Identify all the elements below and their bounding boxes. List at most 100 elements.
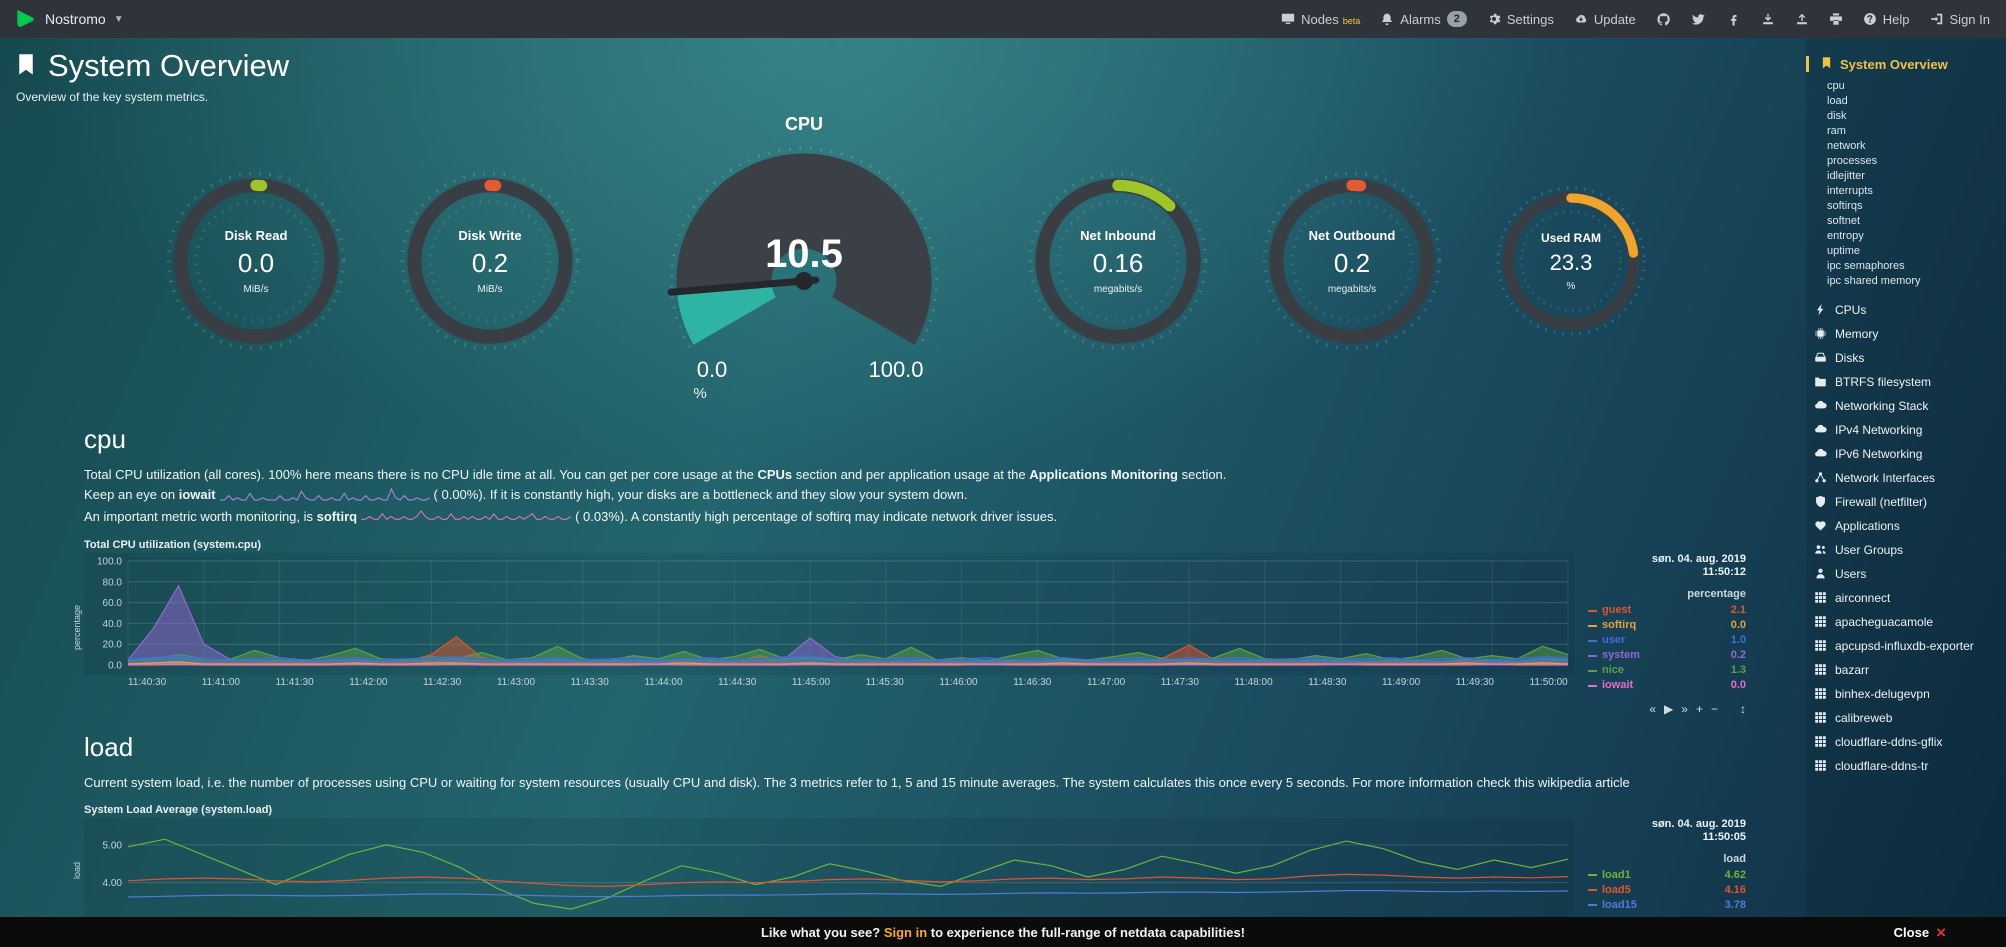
facebook-icon xyxy=(1726,12,1741,27)
gauge-value: 0.2 xyxy=(1333,247,1371,278)
sidebar-subitem[interactable]: ipc shared memory xyxy=(1827,275,1921,287)
legend-swatch xyxy=(1588,684,1597,687)
legend-item[interactable]: nice 1.3 xyxy=(1588,663,1746,678)
nodes-button[interactable]: Nodes beta xyxy=(1281,12,1360,27)
legend-item[interactable]: softirq 0.0 xyxy=(1588,618,1746,633)
gauge-net-inbound[interactable]: Net Inbound 0.16 megabits/s xyxy=(1028,171,1208,351)
sidebar-item[interactable]: apcupsd-influxdb-exporter xyxy=(1814,635,2000,659)
zoom-in-icon[interactable]: + xyxy=(1695,702,1703,717)
sidebar-item[interactable]: bazarr xyxy=(1814,659,2000,683)
x-tick-label: 11:45:30 xyxy=(865,677,904,689)
legend-name: load15 xyxy=(1602,898,1637,911)
sidebar-item[interactable]: Network Interfaces xyxy=(1814,467,2000,491)
sidebar-subitem[interactable]: interrupts xyxy=(1827,185,1873,197)
sidebar-item[interactable]: Firewall (netfilter) xyxy=(1814,491,2000,515)
sidebar-subitem[interactable]: softnet xyxy=(1827,215,1861,227)
cpu-chart-plot[interactable]: 100.0 80.0 60.0 40.0 20.0 0.0 xyxy=(84,553,1574,676)
signin-link[interactable]: Sign in xyxy=(883,924,928,940)
sidebar-subitem[interactable]: load xyxy=(1827,95,1848,107)
zoom-out-icon[interactable]: − xyxy=(1710,702,1718,717)
grid-icon xyxy=(1814,591,1828,608)
cpu-description-1: Total CPU utilization (all cores). 100% … xyxy=(84,467,1227,482)
sidebar-item[interactable]: Memory xyxy=(1814,323,2000,347)
x-tick-label: 11:47:30 xyxy=(1160,677,1199,689)
sidebar-subitem[interactable]: network xyxy=(1827,140,1866,152)
help-button[interactable]: Help xyxy=(1863,12,1910,27)
sidebar-item[interactable]: IPv4 Networking xyxy=(1814,419,2000,443)
play-icon[interactable]: ▶ xyxy=(1664,702,1674,717)
sidebar-subitem[interactable]: softirqs xyxy=(1827,200,1863,212)
sidebar-item[interactable]: binhex-delugevpn xyxy=(1814,683,2000,707)
main-content: System Overview Overview of the key syst… xyxy=(0,38,1806,947)
gauge-cpu[interactable]: CPU 10.5 0.0 100.0 % xyxy=(634,114,974,408)
legend-item[interactable]: system 0.2 xyxy=(1588,648,1746,663)
sidebar-subitem[interactable]: disk xyxy=(1827,110,1847,122)
sidebar-item[interactable]: BTRFS filesystem xyxy=(1814,371,2000,395)
sidebar-item-label: binhex-delugevpn xyxy=(1835,686,1930,701)
legend-item[interactable]: user 1.0 xyxy=(1588,633,1746,648)
settings-button[interactable]: Settings xyxy=(1487,12,1554,27)
sidebar-item[interactable]: Disks xyxy=(1814,347,2000,371)
legend-swatch xyxy=(1588,669,1597,672)
sidebar-item[interactable]: Applications xyxy=(1814,515,2000,539)
sidebar-subitem[interactable]: ram xyxy=(1827,125,1846,137)
alarms-button[interactable]: Alarms 2 xyxy=(1380,11,1467,27)
sidebar-subitem[interactable]: uptime xyxy=(1827,245,1861,257)
legend-item[interactable]: guest 2.1 xyxy=(1588,603,1746,618)
sidebar-item[interactable]: CPUs xyxy=(1814,299,2000,323)
sidebar-item-system-overview[interactable]: System Overview xyxy=(1806,56,2000,72)
gauges-row: Disk Read 0.0 MiB/s Disk Write 0.2 MiB/s… xyxy=(14,114,1798,408)
sidebar-item[interactable]: cloudflare-ddns-gflix xyxy=(1814,731,2000,755)
sidebar-subitem[interactable]: processes xyxy=(1827,155,1878,167)
svg-text:60.0: 60.0 xyxy=(103,599,123,610)
legend-units-header: percentage xyxy=(1687,588,1746,601)
shield-icon xyxy=(1814,495,1828,512)
legend-value: 0.0 xyxy=(1730,679,1746,692)
sidebar-item[interactable]: apacheguacamole xyxy=(1814,611,2000,635)
cloud-download-icon xyxy=(1574,12,1588,26)
sidebar-item[interactable]: airconnect xyxy=(1814,587,2000,611)
import-button[interactable] xyxy=(1761,12,1775,26)
gauge-units: megabits/s xyxy=(1093,283,1143,295)
sidebar-item[interactable]: User Groups xyxy=(1814,539,2000,563)
sidebar-item-label: apcupsd-influxdb-exporter xyxy=(1835,638,1974,653)
sidebar-subitem[interactable]: entropy xyxy=(1827,230,1864,242)
sidebar-subitem[interactable]: ipc semaphores xyxy=(1827,260,1905,272)
update-button[interactable]: Update xyxy=(1574,12,1636,27)
sidebar-item[interactable]: Networking Stack xyxy=(1814,395,2000,419)
heart-icon xyxy=(1814,519,1828,536)
legend-item[interactable]: iowait 0.0 xyxy=(1588,678,1746,693)
facebook-button[interactable] xyxy=(1726,12,1741,27)
gauge-disk-read[interactable]: Disk Read 0.0 MiB/s xyxy=(166,171,346,351)
gauge-title: Disk Write xyxy=(458,227,522,243)
gauge-net-outbound[interactable]: Net Outbound 0.2 megabits/s xyxy=(1262,171,1442,351)
sidebar-item-label: IPv4 Networking xyxy=(1835,422,1923,437)
pan-forward-icon[interactable]: » xyxy=(1681,702,1688,717)
export-button[interactable] xyxy=(1795,12,1809,26)
print-button[interactable] xyxy=(1829,12,1843,26)
legend-item[interactable]: load1 4.62 xyxy=(1588,868,1746,883)
gauge-disk-write[interactable]: Disk Write 0.2 MiB/s xyxy=(400,171,580,351)
twitter-button[interactable] xyxy=(1691,12,1706,27)
sidebar-item[interactable]: Users xyxy=(1814,563,2000,587)
legend-swatch xyxy=(1588,904,1597,907)
x-tick-label: 11:44:00 xyxy=(644,677,683,689)
sidebar-subitem[interactable]: cpu xyxy=(1827,80,1845,92)
sidebar-item-label: bazarr xyxy=(1835,662,1870,677)
close-button[interactable]: Close × xyxy=(1894,924,1946,941)
beta-badge: beta xyxy=(1342,15,1361,26)
pan-backward-icon[interactable]: « xyxy=(1649,702,1657,717)
legend-swatch xyxy=(1588,624,1597,627)
legend-item[interactable]: load5 4.16 xyxy=(1588,883,1746,898)
x-tick-label: 11:48:30 xyxy=(1308,677,1347,689)
signin-button[interactable]: Sign In xyxy=(1930,12,1990,27)
sidebar-item[interactable]: IPv6 Networking xyxy=(1814,443,2000,467)
sidebar-item[interactable]: cloudflare-ddns-tr xyxy=(1814,755,2000,779)
gauge-used-ram[interactable]: Used RAM 23.3 % xyxy=(1496,186,1646,336)
node-selector[interactable]: Nostromo ▼ xyxy=(16,7,124,31)
resize-icon[interactable]: ↕ xyxy=(1740,702,1746,717)
sidebar-subitem[interactable]: idlejitter xyxy=(1827,170,1865,182)
github-button[interactable] xyxy=(1656,12,1671,27)
sidebar-item[interactable]: calibreweb xyxy=(1814,707,2000,731)
legend-item[interactable]: load15 3.78 xyxy=(1588,898,1746,913)
